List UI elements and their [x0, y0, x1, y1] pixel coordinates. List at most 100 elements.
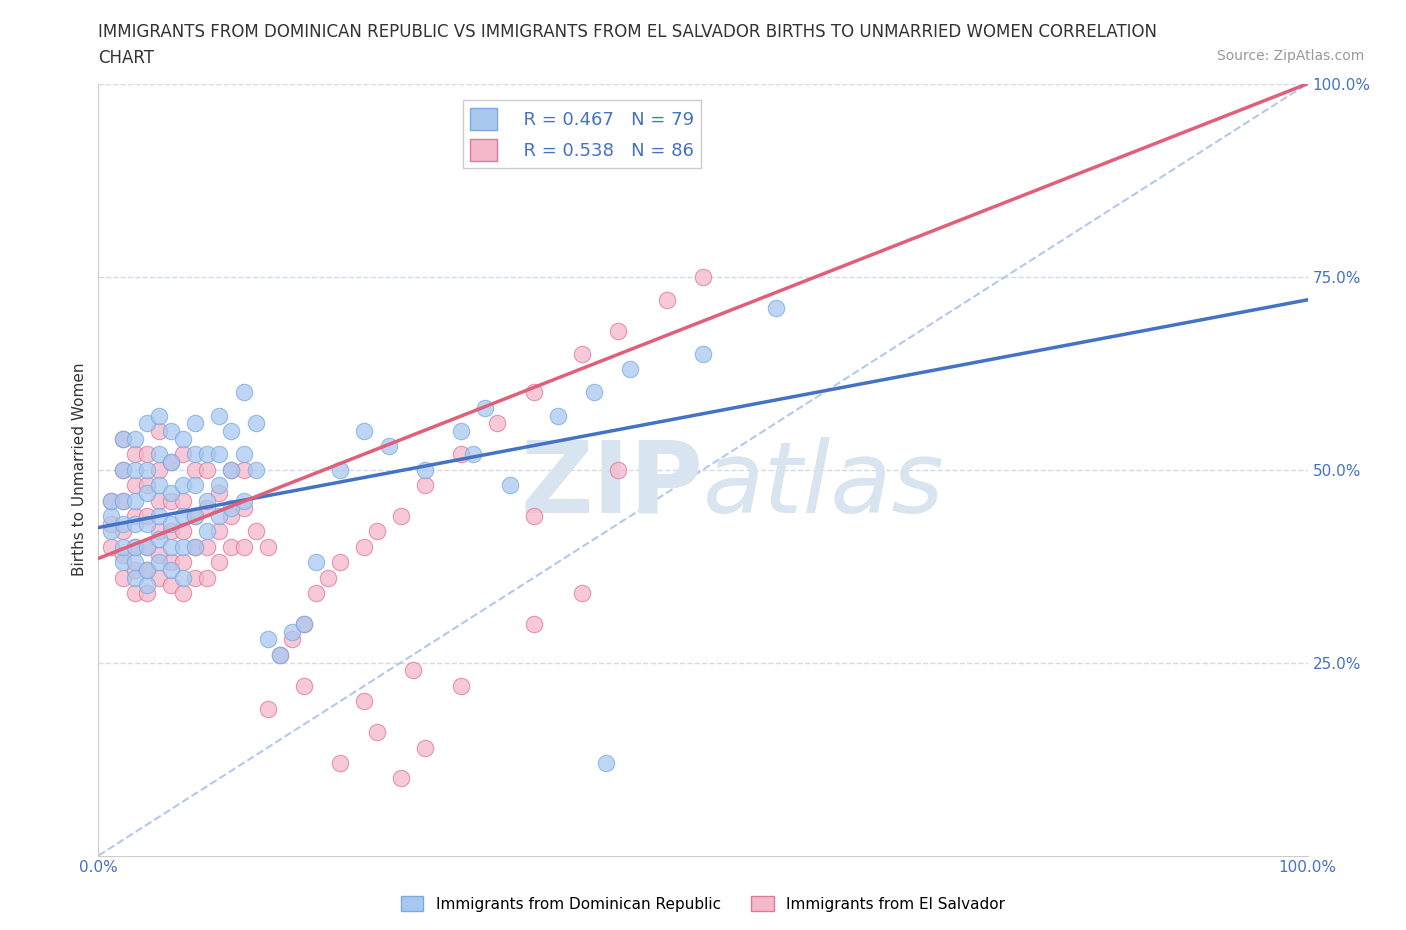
- Point: [221, 424, 243, 439]
- Point: [160, 524, 183, 538]
- Point: [135, 586, 157, 601]
- Point: [160, 485, 183, 500]
- Point: [208, 408, 231, 423]
- Point: [195, 500, 218, 515]
- Point: [111, 555, 134, 570]
- Point: [135, 416, 157, 431]
- Point: [160, 424, 183, 439]
- Legend: Immigrants from Dominican Republic, Immigrants from El Salvador: Immigrants from Dominican Republic, Immi…: [395, 889, 1011, 918]
- Point: [135, 563, 157, 578]
- Point: [474, 401, 496, 416]
- Point: [124, 586, 146, 601]
- Point: [329, 462, 352, 477]
- Point: [184, 416, 207, 431]
- Point: [195, 462, 218, 477]
- Point: [184, 446, 207, 461]
- Point: [377, 439, 399, 454]
- Point: [148, 532, 170, 547]
- Point: [281, 632, 304, 647]
- Point: [450, 446, 472, 461]
- Point: [389, 509, 412, 524]
- Point: [607, 324, 630, 339]
- Point: [221, 500, 243, 515]
- Point: [692, 347, 714, 362]
- Point: [463, 446, 485, 461]
- Point: [184, 570, 207, 585]
- Point: [135, 539, 157, 554]
- Point: [124, 570, 146, 585]
- Point: [305, 555, 328, 570]
- Text: atlas: atlas: [703, 436, 945, 534]
- Point: [172, 555, 194, 570]
- Point: [135, 509, 157, 524]
- Point: [160, 455, 183, 470]
- Point: [135, 478, 157, 493]
- Point: [221, 509, 243, 524]
- Point: [111, 493, 134, 508]
- Point: [208, 555, 231, 570]
- Point: [111, 547, 134, 562]
- Point: [329, 555, 352, 570]
- Point: [135, 446, 157, 461]
- Text: CHART: CHART: [98, 49, 155, 67]
- Point: [208, 509, 231, 524]
- Point: [486, 416, 509, 431]
- Point: [111, 462, 134, 477]
- Point: [305, 586, 328, 601]
- Point: [221, 539, 243, 554]
- Point: [256, 701, 278, 716]
- Point: [160, 493, 183, 508]
- Point: [195, 570, 218, 585]
- Point: [245, 462, 267, 477]
- Point: [292, 678, 315, 693]
- Point: [124, 516, 146, 531]
- Point: [148, 524, 170, 538]
- Point: [111, 432, 134, 446]
- Point: [571, 586, 593, 601]
- Point: [208, 446, 231, 461]
- Point: [208, 478, 231, 493]
- Point: [124, 493, 146, 508]
- Point: [172, 432, 194, 446]
- Point: [655, 292, 678, 307]
- Point: [450, 424, 472, 439]
- Point: [413, 478, 436, 493]
- Point: [124, 462, 146, 477]
- Point: [124, 555, 146, 570]
- Point: [353, 424, 375, 439]
- Point: [100, 509, 122, 524]
- Point: [389, 771, 412, 786]
- Point: [221, 462, 243, 477]
- Point: [100, 493, 122, 508]
- Point: [172, 509, 194, 524]
- Point: [523, 617, 546, 631]
- Point: [195, 539, 218, 554]
- Point: [195, 493, 218, 508]
- Point: [195, 524, 218, 538]
- Point: [450, 678, 472, 693]
- Point: [111, 493, 134, 508]
- Point: [160, 455, 183, 470]
- Point: [256, 632, 278, 647]
- Point: [353, 694, 375, 709]
- Point: [292, 617, 315, 631]
- Point: [100, 524, 122, 538]
- Point: [184, 478, 207, 493]
- Point: [571, 347, 593, 362]
- Point: [232, 462, 254, 477]
- Point: [607, 462, 630, 477]
- Point: [148, 493, 170, 508]
- Point: [619, 362, 641, 377]
- Point: [547, 408, 569, 423]
- Point: [595, 755, 617, 770]
- Point: [124, 509, 146, 524]
- Point: [100, 493, 122, 508]
- Point: [172, 493, 194, 508]
- Point: [124, 539, 146, 554]
- Point: [232, 385, 254, 400]
- Point: [232, 500, 254, 515]
- Point: [148, 408, 170, 423]
- Point: [135, 563, 157, 578]
- Point: [148, 570, 170, 585]
- Point: [765, 300, 787, 315]
